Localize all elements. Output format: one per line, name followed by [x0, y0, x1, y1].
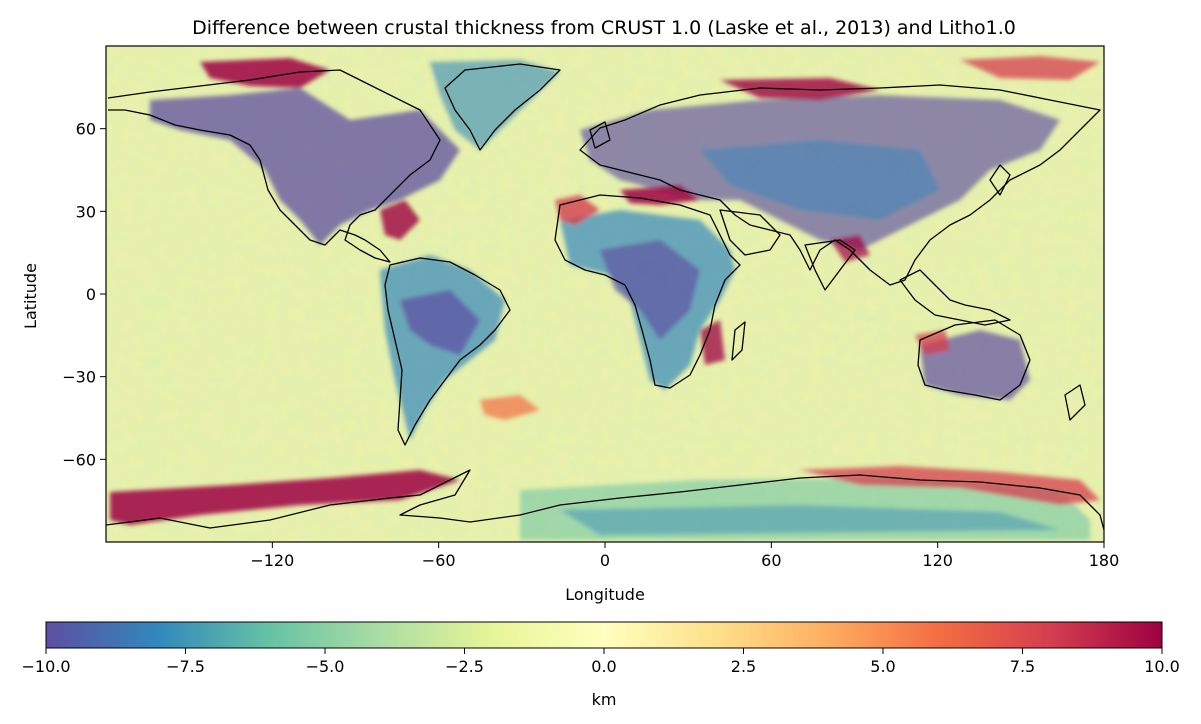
coastline-india — [804, 239, 856, 291]
y-tick-label: −60 — [62, 450, 96, 469]
anomaly-antarctica-blue — [560, 505, 1060, 535]
x-axis: −120 −60 0 60 120 180 — [250, 542, 1119, 570]
anomaly-arctic-far-east — [960, 56, 1100, 80]
anomaly-north-america — [150, 88, 460, 245]
anomaly-africa-west-margin — [555, 195, 600, 225]
y-tick-label: 0 — [86, 285, 96, 304]
anomaly-australia-west — [915, 330, 950, 355]
anomaly-tibet — [830, 235, 870, 262]
coastline-new-zealand — [1064, 384, 1086, 421]
map-panel — [106, 46, 1104, 542]
x-tick-label: 0 — [600, 551, 610, 570]
coastline-africa — [554, 194, 741, 389]
colorbar-tick-label: −5.0 — [306, 657, 345, 676]
colorbar-tick-label: −2.5 — [445, 657, 484, 676]
colorbar-tick-label: 5.0 — [870, 657, 895, 676]
anomaly-arctic-north — [200, 58, 330, 88]
colorbar-label: km — [592, 690, 617, 709]
colorbar-tick-label: 0.0 — [591, 657, 616, 676]
colorbar-tick-label: −10.0 — [21, 657, 70, 676]
map-title: Difference between crustal thickness fro… — [192, 17, 1016, 39]
coastlines — [106, 63, 1104, 531]
y-axis: 60 30 0 −30 −60 — [62, 120, 106, 469]
coastline-south-america — [384, 257, 511, 446]
anomaly-africa-core — [600, 240, 700, 340]
colorbar-tick-label: −7.5 — [166, 657, 205, 676]
coastline-madagascar — [731, 321, 746, 361]
colorbar-tick-label: 2.5 — [731, 657, 756, 676]
coastline-north-america — [107, 69, 441, 263]
coastline-arabia — [719, 209, 781, 256]
coastline-antarctica — [106, 469, 1104, 531]
coastline-southeast-asia — [899, 269, 1011, 326]
coastline-australia — [917, 319, 1031, 401]
x-tick-label: −120 — [250, 551, 294, 570]
anomaly-south-america-core — [400, 290, 480, 355]
x-tick-label: 180 — [1089, 551, 1120, 570]
anomaly-atlantic-margin — [380, 200, 420, 240]
y-tick-label: 60 — [76, 120, 96, 139]
x-tick-label: −60 — [422, 551, 456, 570]
colorbar — [45, 621, 1163, 649]
coastline-greenland — [444, 63, 561, 151]
coastline-eurasia — [579, 84, 1101, 286]
x-tick-label: 60 — [761, 551, 781, 570]
y-tick-label: −30 — [62, 368, 96, 387]
anomaly-south-atlantic — [480, 395, 540, 420]
colorbar-ticks: −10.0 −7.5 −5.0 −2.5 0.0 2.5 5.0 7.5 10.0 — [21, 648, 1180, 676]
anomaly-antarctic-peninsula — [110, 470, 460, 525]
anomaly-eurasia-light — [700, 140, 940, 220]
anomaly-africa-east-coast — [700, 320, 725, 365]
colorbar-tick-label: 10.0 — [1144, 657, 1180, 676]
x-tick-label: 120 — [922, 551, 953, 570]
x-axis-label: Longitude — [565, 585, 645, 604]
colorbar-tick-label: 7.5 — [1010, 657, 1035, 676]
y-axis-label: Latitude — [21, 263, 40, 329]
coastline-uk — [589, 121, 611, 149]
y-tick-label: 30 — [76, 202, 96, 221]
coastline-japan — [989, 164, 1011, 196]
anomaly-greenland — [430, 60, 560, 150]
